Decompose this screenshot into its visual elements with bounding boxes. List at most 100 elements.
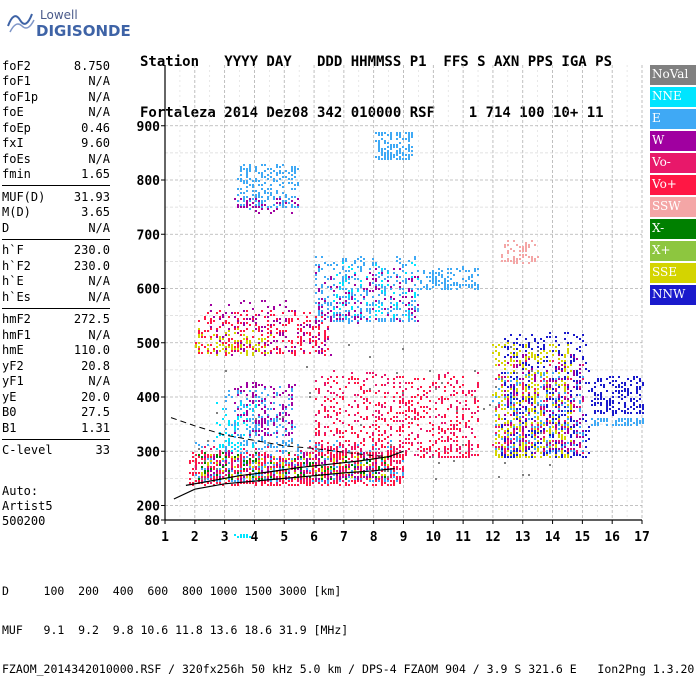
data-point [330,354,332,356]
data-point [393,484,395,486]
data-point [528,398,530,400]
data-point [267,416,269,418]
data-point [204,346,206,348]
data-point [513,430,515,432]
data-point [453,428,455,430]
data-point [345,410,347,412]
data-point [573,404,575,406]
data-point [324,462,326,464]
data-point [384,466,386,468]
data-point [531,352,533,354]
data-point [321,440,323,442]
data-point [510,420,512,422]
data-point [432,384,434,386]
data-point [630,412,632,414]
data-point [258,420,260,422]
data-point [576,424,578,426]
data-point [501,380,503,382]
data-point [354,462,356,464]
data-point [450,432,452,434]
data-point [279,466,281,468]
data-point [555,406,557,408]
data-point [474,412,476,414]
data-point [258,396,260,398]
data-point [228,450,230,452]
data-point [357,476,359,478]
data-point [546,352,548,354]
data-point [411,444,413,446]
data-point [324,480,326,482]
data-point [618,390,620,392]
data-point [273,458,275,460]
data-point [576,388,578,390]
data-point [525,422,527,424]
data-point [351,428,353,430]
data-point [273,408,275,410]
data-point [258,400,260,402]
data-point [573,454,575,456]
data-point [372,468,374,470]
data-point [264,466,266,468]
data-point [576,406,578,408]
data-point [594,392,596,394]
data-point [324,400,326,402]
data-point [270,386,272,388]
data-point [546,384,548,386]
data-point [339,476,341,478]
data-point [597,422,599,424]
data-point [342,432,344,434]
data-point [594,398,596,400]
data-point [516,450,518,452]
data-point [210,336,212,338]
data-point [306,478,308,480]
data-point [270,458,272,460]
data-point [600,410,602,412]
data-point [261,448,263,450]
data-point [198,478,200,480]
data-point [348,404,350,406]
data-point [384,482,386,484]
data-point [327,326,329,328]
data-point [273,420,275,422]
data-point [243,322,245,324]
data-point [498,442,500,444]
data-point [597,398,599,400]
data-point [231,324,233,326]
data-point [534,376,536,378]
data-point [201,480,203,482]
data-point [366,400,368,402]
data-point [585,456,587,458]
data-point [525,414,527,416]
data-point [513,428,515,430]
data-point [555,384,557,386]
data-point [519,418,521,420]
data-point [534,416,536,418]
data-point [636,386,638,388]
data-point [438,398,440,400]
data-point [288,432,290,434]
data-point [276,392,278,394]
data-point [495,392,497,394]
data-point [222,460,224,462]
data-point [504,396,506,398]
data-point [528,400,530,402]
data-point [537,394,539,396]
data-point [516,456,518,458]
data-point [528,414,530,416]
data-point [549,398,551,400]
data-point [330,406,332,408]
data-point [540,412,542,414]
data-point [543,404,545,406]
data-point [369,460,371,462]
data-point [336,470,338,472]
data-point [375,442,377,444]
data-point [255,428,257,430]
data-point [471,394,473,396]
data-point [261,430,263,432]
data-point [429,422,431,424]
data-point [213,462,215,464]
data-point [231,458,233,460]
data-point [462,454,464,456]
data-point [579,350,581,352]
data-point [573,360,575,362]
